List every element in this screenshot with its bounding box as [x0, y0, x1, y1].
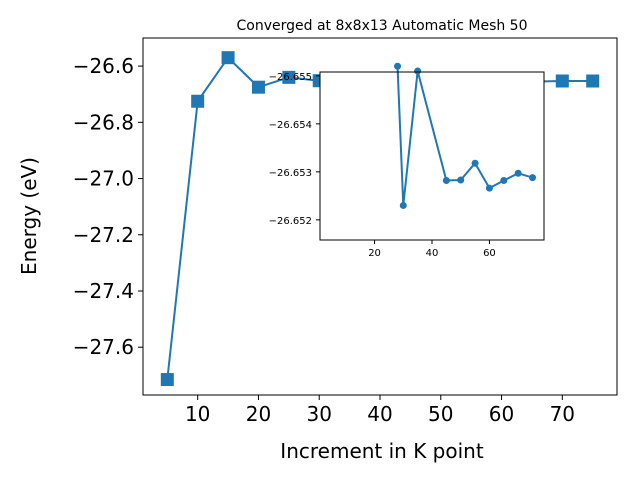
inset-data-point	[442, 176, 450, 184]
inset-y-tick-label: −26.653	[269, 168, 312, 179]
inset-y-tick-label: −26.654	[269, 120, 312, 131]
inset-data-point	[485, 184, 493, 192]
main-data-point	[555, 74, 569, 88]
main-x-tick-label: 10	[185, 402, 210, 426]
inset-series-line	[396, 66, 533, 207]
inset-x-tick-label: 40	[426, 248, 439, 259]
main-x-tick-label: 60	[489, 402, 514, 426]
main-data-point	[586, 74, 600, 88]
main-x-tick-label: 70	[550, 402, 575, 426]
main-data-point	[251, 80, 265, 94]
y-axis-label: Energy (eV)	[17, 157, 41, 275]
inset-data-point	[529, 174, 537, 182]
inset-data-point	[414, 67, 422, 75]
main-x-tick-label: 50	[428, 402, 453, 426]
main-y-tick-label: −27.4	[73, 279, 134, 303]
main-y-tick-label: −27.6	[73, 335, 134, 359]
main-x-tick-label: 30	[307, 402, 332, 426]
inset-axes-group: 20 40 60 −26.655 −26.654 −26.653 −26.652	[269, 72, 496, 259]
inset-y-tick-label: −26.655	[269, 72, 312, 83]
inset-data-point	[471, 159, 479, 167]
inset-data-point	[500, 176, 508, 184]
main-x-tick-label: 20	[246, 402, 271, 426]
inset-data-point	[399, 201, 407, 209]
main-data-point	[191, 94, 205, 108]
main-x-tick-label: 40	[367, 402, 392, 426]
main-data-point	[282, 70, 296, 84]
main-y-tick-label: −27.0	[73, 167, 134, 191]
x-axis-label: Increment in K point	[280, 439, 484, 463]
inset-plot-area	[320, 72, 544, 240]
inset-x-tick-label: 60	[483, 248, 496, 259]
main-axes-group: 10 20 30 40 50 60 70 −26.6 −26.8 −27.0 −27.2 −27.4 −…	[73, 54, 575, 426]
inset-series-group	[394, 62, 537, 209]
inset-data-point	[394, 62, 402, 70]
main-data-point	[221, 51, 235, 65]
inset-y-tick-label: −26.652	[269, 216, 312, 227]
main-y-tick-label: −26.8	[73, 110, 134, 134]
main-y-tick-label: −26.6	[73, 54, 134, 78]
chart-title: Converged at 8x8x13 Automatic Mesh 50	[237, 18, 528, 34]
main-y-tick-label: −27.2	[73, 223, 134, 247]
inset-data-point	[457, 176, 465, 184]
main-data-point	[160, 373, 174, 387]
inset-data-point	[514, 169, 522, 177]
inset-x-tick-label: 20	[368, 248, 381, 259]
